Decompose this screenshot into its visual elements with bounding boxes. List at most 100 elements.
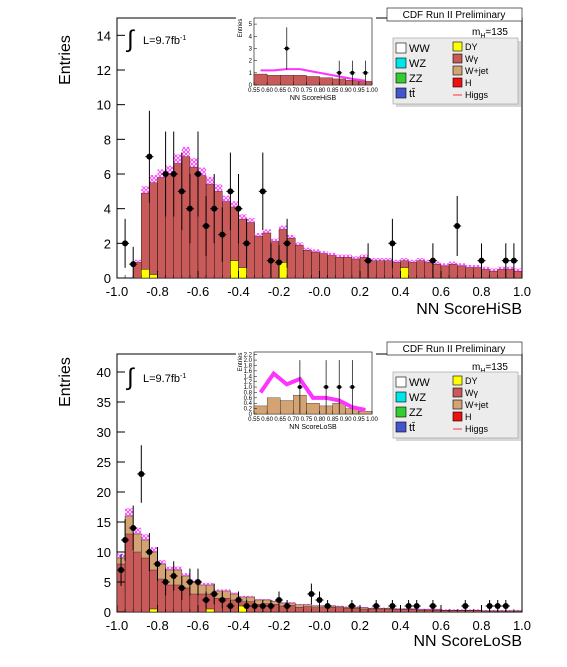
higgs-hatch [497, 609, 506, 611]
higgs-hatch [295, 242, 304, 246]
higgs-hatch [173, 566, 182, 570]
wjet-bar [133, 533, 142, 553]
bkg-bar [497, 269, 507, 279]
inset-x-tick-label: 1.00 [366, 88, 378, 94]
data-point [130, 525, 137, 531]
bkg-bar [303, 250, 312, 279]
inset-y-tick-label: 0 [249, 412, 253, 418]
higgs-hatch [473, 609, 482, 611]
x-tick-label: -1.0 [106, 618, 128, 633]
x-tick-label: -0.8 [146, 618, 168, 633]
higgs-hatch [270, 600, 279, 602]
higgs-hatch [303, 603, 312, 605]
data-point [284, 240, 291, 247]
legend-swatch [452, 399, 463, 410]
inset-x-tick-label: 0.80 [314, 417, 326, 423]
legend-swatch [395, 376, 407, 388]
inset-x-tick-label: 0.65 [274, 417, 286, 423]
inset-data-point [350, 70, 355, 75]
legend-swatch [395, 406, 407, 418]
x-tick-label: -0.6 [187, 284, 209, 299]
bkg-bar [473, 267, 482, 279]
legend-swatch [452, 375, 463, 386]
bkg-bar [432, 263, 442, 279]
inset-xlabel: NN ScoreLoSB [289, 424, 337, 431]
bkg-bar [384, 260, 393, 279]
inset-x-tick-label: 0.80 [314, 88, 326, 94]
higgs-hatch [319, 605, 328, 606]
legend-label: ZZ [409, 407, 423, 419]
data-point [413, 603, 420, 609]
data-point [316, 597, 323, 603]
wjet-bar [335, 606, 344, 608]
higgs-hatch [343, 254, 352, 258]
y-tick-label: 20 [97, 485, 111, 500]
inset-x-tick-label: 0.85 [327, 417, 339, 423]
bkg-bar [141, 192, 150, 279]
legend-swatch [395, 42, 407, 54]
higgs-hatch [368, 258, 377, 261]
higgs-hatch [238, 595, 247, 597]
inset-bar [293, 75, 307, 86]
bkg-bar [222, 201, 231, 279]
legend-swatch [395, 87, 407, 99]
data-point [486, 603, 493, 609]
bkg-bar [457, 265, 466, 279]
higgs-hatch [481, 266, 490, 270]
higgs-hatch [384, 607, 393, 609]
wjet-bar [392, 608, 401, 610]
legend-label: Wγ [465, 54, 478, 64]
higgs-hatch [214, 589, 223, 591]
legend-label: Higgs [465, 90, 489, 100]
higgs-hatch [432, 261, 441, 265]
x-tick-label: -0.8 [146, 284, 168, 299]
data-point [454, 223, 461, 229]
higgs-hatch [254, 233, 263, 237]
higgs-hatch [149, 547, 158, 552]
legend-label: Higgs [465, 424, 489, 434]
data-point [365, 257, 372, 264]
higgs-hatch [262, 229, 271, 233]
inset-y-tick-label: 2.2 [244, 353, 253, 359]
x-tick-label: -1.0 [106, 284, 128, 299]
higgs-hatch [189, 579, 198, 582]
data-point [203, 597, 210, 603]
inset-y-tick-label: 2.0 [244, 358, 253, 364]
bkg-bar [327, 255, 336, 279]
legend-swatch [452, 53, 463, 64]
data-point [389, 603, 396, 609]
higgs-hatch [351, 256, 360, 259]
x-tick-label: 0.8 [472, 618, 490, 633]
data-point [348, 603, 355, 609]
data-point [186, 579, 193, 585]
higgs-hatch [489, 268, 498, 272]
bkg-bar [157, 177, 166, 279]
data-point [170, 573, 177, 579]
bkg-bar [416, 260, 426, 279]
dy-bar [400, 267, 409, 279]
y-tick-label: 12 [97, 63, 111, 78]
data-point [494, 603, 501, 609]
y-tick-label: 10 [97, 98, 111, 113]
data-point [324, 603, 331, 609]
bkg-bar [424, 262, 434, 279]
wjet-bar [222, 590, 231, 599]
higgs-hatch [133, 527, 142, 534]
x-tick-label: 0.2 [351, 284, 369, 299]
wjet-bar [457, 610, 466, 611]
wjet-bar [424, 609, 434, 611]
data-point [276, 597, 282, 603]
bkg-bar [343, 257, 353, 279]
inset-data-point [284, 46, 289, 51]
data-point [243, 240, 250, 247]
inset-y-tick-label: 1.6 [244, 369, 253, 375]
higgs-hatch [441, 609, 450, 611]
wjet-bar [124, 515, 134, 535]
inset-bar [266, 75, 281, 86]
data-point [259, 188, 266, 195]
wjet-bar [513, 610, 523, 612]
higgs-hatch [497, 266, 506, 270]
inset-y-tick-label: 4 [249, 34, 253, 40]
legend-swatch [395, 391, 407, 403]
data-point [211, 205, 218, 212]
